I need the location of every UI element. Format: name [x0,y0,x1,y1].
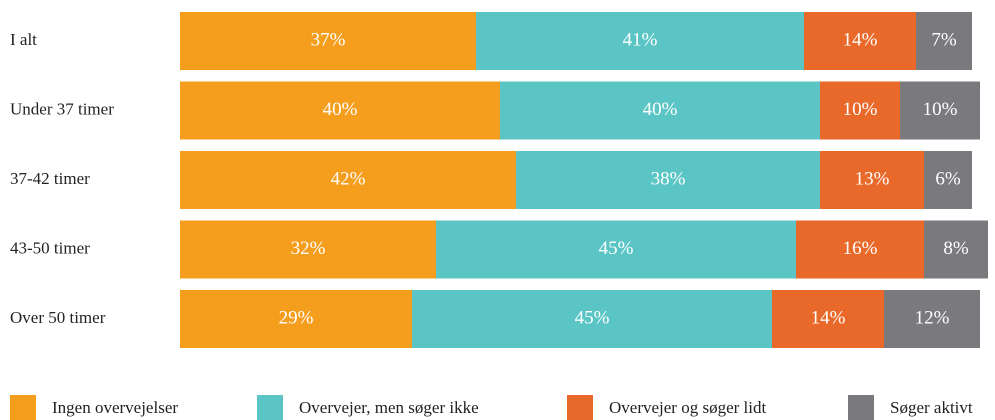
bar-segment [804,12,916,70]
data-label: 40% [643,99,678,120]
bar-segment [180,220,436,279]
bar-segment [180,81,500,140]
legend-swatch [848,395,874,420]
bar-segment [476,12,804,70]
bar-segment [884,290,980,348]
data-label: 12% [915,307,950,328]
bar-segment [796,220,924,279]
data-label: 41% [623,29,658,50]
data-label: 14% [843,29,878,50]
data-label: 10% [843,99,878,120]
data-label: 45% [599,238,634,259]
legend-label: Ingen overvejelser [52,398,178,417]
bar-segment [516,151,820,209]
y-tick-label: Under 37 timer [10,99,114,118]
data-label: 7% [931,29,957,50]
bar-segment [900,81,980,140]
y-tick-label: 37-42 timer [10,169,90,188]
legend-label: Overvejer og søger lidt [609,398,766,417]
y-tick-label: Over 50 timer [10,308,106,327]
bar-segment [916,12,972,70]
y-tick-label: I alt [10,30,37,49]
bar-segment [820,81,900,140]
bar-segment [180,151,516,209]
bar-segment [500,81,820,140]
legend-label: Søger aktivt [890,398,973,417]
bar-segment [180,290,412,348]
legend-swatch [257,395,283,420]
data-label: 10% [923,99,958,120]
data-label: 38% [651,168,686,189]
data-label: 14% [811,307,846,328]
legend-swatch [567,395,593,420]
data-label: 42% [331,168,366,189]
bar-segment [924,151,972,209]
bar-segment [820,151,924,209]
data-label: 13% [855,168,890,189]
legend-swatch [10,395,36,420]
bar-segment [412,290,772,348]
data-label: 16% [843,238,878,259]
bar-segment [180,12,476,70]
data-label: 6% [935,168,961,189]
y-tick-label: 43-50 timer [10,238,90,257]
data-label: 29% [279,307,314,328]
bar-segment [772,290,884,348]
bar-segment [924,220,988,279]
data-label: 8% [943,238,969,259]
data-label: 37% [311,29,346,50]
data-label: 40% [323,99,358,120]
data-label: 45% [575,307,610,328]
legend-label: Overvejer, men søger ikke [299,398,479,417]
data-label: 32% [291,238,326,259]
bar-segment [436,220,796,279]
